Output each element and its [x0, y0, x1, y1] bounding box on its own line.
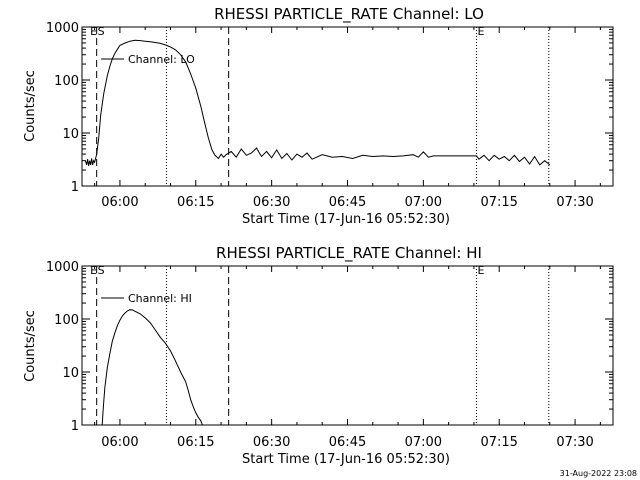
timestamp: 31-Aug-2022 23:08 — [560, 469, 637, 478]
y-tick-label: 100 — [54, 74, 79, 89]
series-line — [85, 39, 551, 166]
flag-label-s: S — [98, 25, 105, 38]
x-tick-label: 06:45 — [329, 195, 366, 210]
chart-title: RHESSI PARTICLE_RATE Channel: HI — [216, 244, 482, 263]
legend-label: Channel: HI — [128, 292, 192, 305]
flag-label-e: E — [90, 25, 97, 38]
x-tick-labels: 06:00 06:15 06:30 06:45 07:00 07:15 07:3… — [101, 195, 594, 210]
panel-hi: RHESSI PARTICLE_RATE Channel: HI 06:00 0… — [23, 244, 614, 467]
x-tick-label: 06:30 — [253, 195, 290, 210]
x-axis-label: Start Time (17-Jun-16 05:52:30) — [242, 212, 450, 227]
x-tick-label: 07:30 — [556, 195, 593, 210]
y-axis-label: Counts/sec — [23, 70, 38, 142]
x-tick-label: 06:30 — [253, 435, 290, 450]
flag-labels: E S E — [90, 25, 484, 38]
plot-frame — [81, 26, 614, 187]
y-tick-label: 1 — [71, 180, 79, 195]
y-tick-label: 1000 — [46, 21, 79, 36]
x-tick-label: 06:00 — [101, 435, 138, 450]
flag-label-e: E — [477, 25, 484, 38]
flag-labels: E S E — [90, 264, 484, 277]
x-tick-label: 06:15 — [177, 435, 214, 450]
panel-lo: RHESSI PARTICLE_RATE Channel: LO 06:00 0… — [23, 5, 614, 227]
legend: Channel: HI — [101, 292, 192, 305]
x-tick-label: 07:15 — [480, 195, 517, 210]
x-tick-labels: 06:00 06:15 06:30 06:45 07:00 07:15 07:3… — [101, 435, 594, 450]
flag-label-s: S — [98, 264, 105, 277]
plot-frame — [81, 265, 614, 426]
chart-title: RHESSI PARTICLE_RATE Channel: LO — [214, 5, 484, 24]
y-tick-label: 1 — [71, 419, 79, 434]
y-tick-labels: 1 10 100 1000 — [46, 260, 79, 434]
y-tick-label: 10 — [62, 366, 79, 381]
y-tick-label: 10 — [62, 127, 79, 142]
flag-label-e: E — [477, 264, 484, 277]
x-tick-label: 07:00 — [405, 195, 442, 210]
x-tick-label: 06:45 — [329, 435, 366, 450]
x-tick-label: 06:00 — [101, 195, 138, 210]
legend-label: Channel: LO — [128, 53, 195, 66]
x-axis-label: Start Time (17-Jun-16 05:52:30) — [242, 452, 450, 467]
x-tick-label: 07:30 — [556, 435, 593, 450]
y-tick-label: 1000 — [46, 260, 79, 275]
series-line — [101, 309, 203, 425]
x-tick-label: 07:15 — [480, 435, 517, 450]
x-tick-label: 07:00 — [405, 435, 442, 450]
y-tick-labels: 1 10 100 1000 — [46, 21, 79, 195]
y-axis-label: Counts/sec — [23, 310, 38, 382]
flag-label-e: E — [90, 264, 97, 277]
y-tick-label: 100 — [54, 313, 79, 328]
x-tick-label: 06:15 — [177, 195, 214, 210]
